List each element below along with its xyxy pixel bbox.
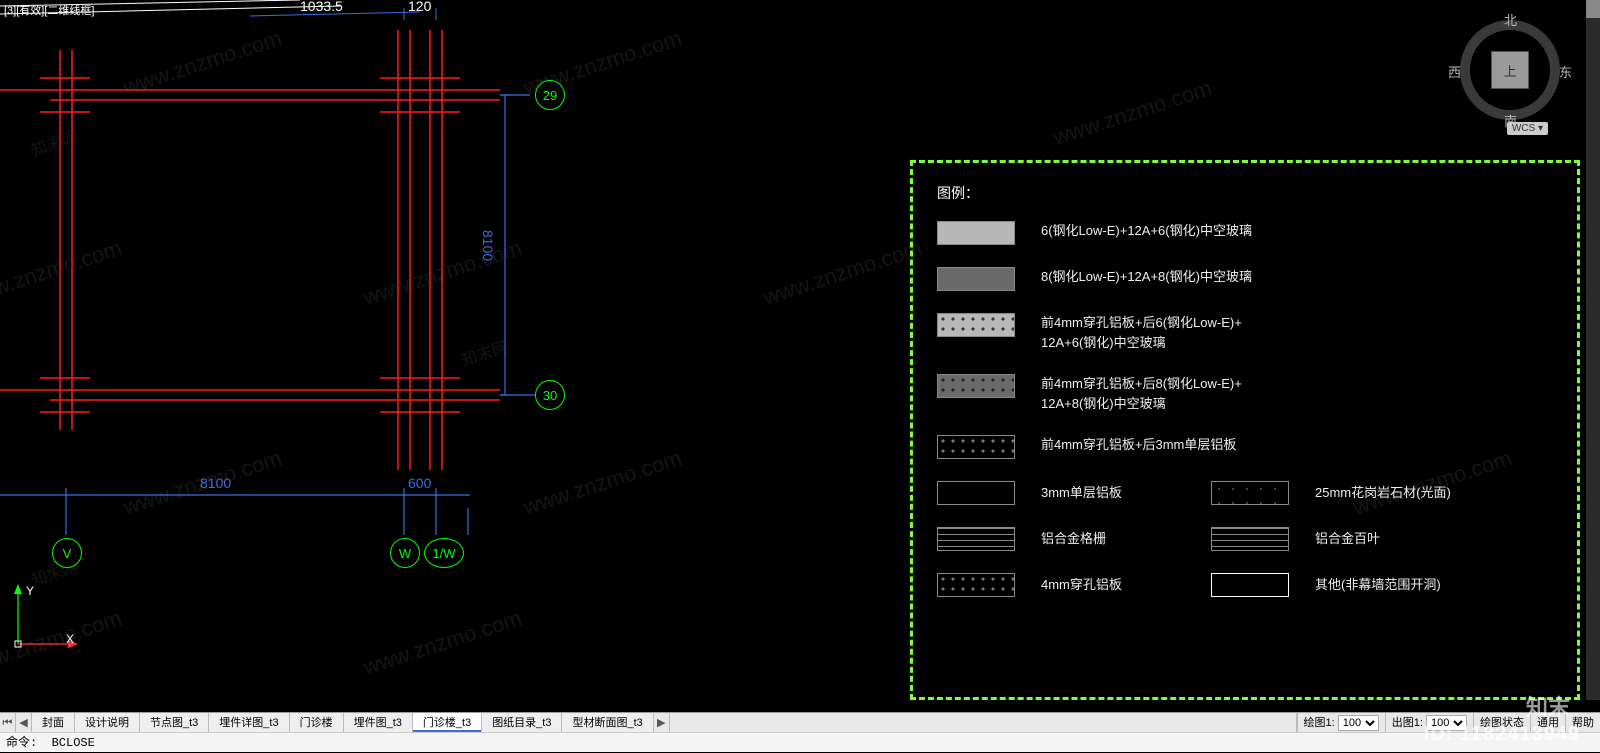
grid-bubble-30[interactable]: 30 xyxy=(535,380,565,410)
dimension-text: 120 xyxy=(408,0,431,14)
status-scale-draw: 绘图1: 100 xyxy=(1297,713,1385,732)
grid-bubble-1w[interactable]: 1/W xyxy=(424,538,464,568)
legend-swatch xyxy=(937,527,1015,551)
dimension-text: 1033.5 xyxy=(300,0,343,14)
layout-tab[interactable]: 型材断面图_t3 xyxy=(562,713,653,732)
compass-east[interactable]: 东 xyxy=(1559,62,1572,81)
view-cube-top-face[interactable]: 上 xyxy=(1492,52,1528,88)
compass-west[interactable]: 西 xyxy=(1448,62,1461,81)
legend-label: 4mm穿孔铝板 xyxy=(1041,575,1181,595)
vertical-scrollbar[interactable] xyxy=(1586,0,1600,700)
legend-label: 其他(非幕墙范围开洞) xyxy=(1315,575,1441,595)
legend-row: 3mm单层铝板 25mm花岗岩石材(光面) xyxy=(937,481,1553,505)
legend-row: 4mm穿孔铝板 其他(非幕墙范围开洞) xyxy=(937,573,1553,597)
ucs-y-label: Y xyxy=(26,584,34,598)
legend-title: 图例： xyxy=(937,183,1553,203)
command-prompt: 命令: xyxy=(6,736,37,750)
command-text: BCLOSE xyxy=(52,736,95,750)
legend-panel: 图例： 6(钢化Low-E)+12A+6(钢化)中空玻璃 8(钢化Low-E)+… xyxy=(910,160,1580,700)
wcs-dropdown[interactable]: WCS ▾ xyxy=(1507,122,1548,135)
dimension-text: 600 xyxy=(408,475,431,491)
layout-tab[interactable]: 门诊楼 xyxy=(290,713,344,732)
legend-label: 前4mm穿孔铝板+后8(钢化Low-E)+12A+8(钢化)中空玻璃 xyxy=(1041,374,1242,413)
dimension-text: 8100 xyxy=(480,230,496,261)
ucs-icon[interactable]: Y X xyxy=(8,584,78,654)
drawing-canvas[interactable]: [3][有效][二维线框] www.znzmo.com www.znzmo.co… xyxy=(0,0,1600,700)
legend-swatch xyxy=(937,221,1015,245)
scale-draw-select[interactable]: 100 xyxy=(1338,715,1379,731)
legend-label: 3mm单层铝板 xyxy=(1041,483,1181,503)
layout-tab[interactable]: 图纸目录_t3 xyxy=(482,713,562,732)
legend-swatch xyxy=(937,435,1015,459)
legend-swatch xyxy=(1211,527,1289,551)
command-line[interactable]: 命令: BCLOSE xyxy=(0,732,1600,752)
legend-label: 铝合金百叶 xyxy=(1315,529,1380,549)
legend-row: 前4mm穿孔铝板+后8(钢化Low-E)+12A+8(钢化)中空玻璃 xyxy=(937,374,1553,413)
layout-tab[interactable]: 封面 xyxy=(32,713,75,732)
legend-swatch xyxy=(1211,573,1289,597)
legend-row: 6(钢化Low-E)+12A+6(钢化)中空玻璃 xyxy=(937,221,1553,245)
brand-watermark: 知末 xyxy=(1526,690,1570,722)
legend-label: 前4mm穿孔铝板+后3mm单层铝板 xyxy=(1041,435,1236,455)
legend-swatch xyxy=(937,313,1015,337)
legend-row: 前4mm穿孔铝板+后6(钢化Low-E)+12A+6(钢化)中空玻璃 xyxy=(937,313,1553,352)
layout-tab-active[interactable]: 门诊楼_t3 xyxy=(413,713,482,732)
legend-label: 8(钢化Low-E)+12A+8(钢化)中空玻璃 xyxy=(1041,267,1252,287)
view-cube[interactable]: 上 北 东 南 西 xyxy=(1450,10,1570,140)
legend-label: 6(钢化Low-E)+12A+6(钢化)中空玻璃 xyxy=(1041,221,1252,241)
legend-swatch xyxy=(937,267,1015,291)
layout-tab[interactable]: 埋件图_t3 xyxy=(344,713,413,732)
tab-nav-prev-icon[interactable]: ◀ xyxy=(16,713,32,732)
legend-label: 铝合金格栅 xyxy=(1041,529,1181,549)
legend-row: 8(钢化Low-E)+12A+8(钢化)中空玻璃 xyxy=(937,267,1553,291)
grid-bubble-v[interactable]: V xyxy=(52,538,82,568)
legend-label: 前4mm穿孔铝板+后6(钢化Low-E)+12A+6(钢化)中空玻璃 xyxy=(1041,313,1242,352)
legend-row: 前4mm穿孔铝板+后3mm单层铝板 xyxy=(937,435,1553,459)
grid-bubble-w[interactable]: W xyxy=(390,538,420,568)
tab-nav-first-icon[interactable]: ⏮ xyxy=(0,713,16,732)
legend-swatch xyxy=(937,374,1015,398)
compass-north[interactable]: 北 xyxy=(1504,10,1517,29)
tab-nav-next-icon[interactable]: ▶ xyxy=(654,713,670,732)
legend-label: 25mm花岗岩石材(光面) xyxy=(1315,483,1451,503)
legend-row: 铝合金格栅 铝合金百叶 xyxy=(937,527,1553,551)
legend-swatch xyxy=(937,573,1015,597)
grid-bubble-29[interactable]: 29 xyxy=(535,80,565,110)
legend-swatch xyxy=(1211,481,1289,505)
legend-swatch xyxy=(937,481,1015,505)
id-watermark: ID: 1182413949 xyxy=(1424,723,1580,746)
layout-tab[interactable]: 节点图_t3 xyxy=(140,713,209,732)
layout-tab[interactable]: 设计说明 xyxy=(75,713,140,732)
ucs-x-label: X xyxy=(66,632,74,646)
dimension-text: 8100 xyxy=(200,475,231,491)
layout-tab[interactable]: 埋件详图_t3 xyxy=(209,713,289,732)
